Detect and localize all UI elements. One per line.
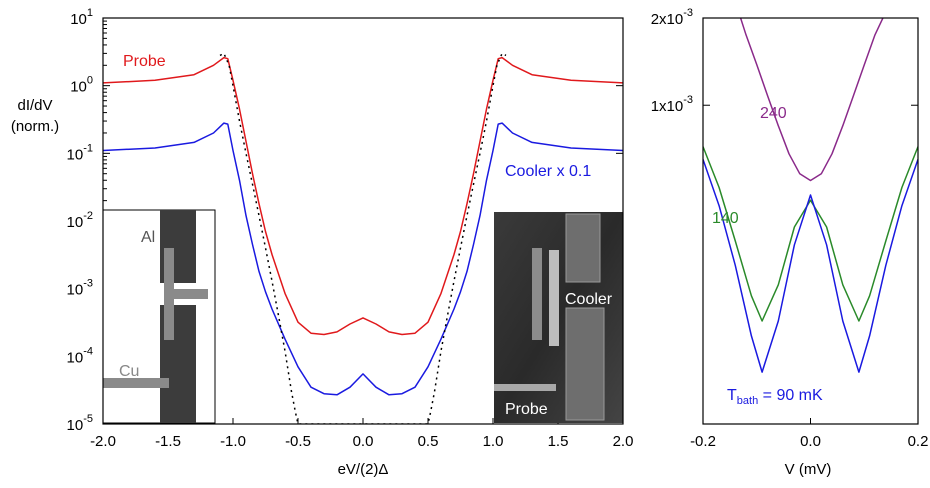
right-chart: -0.2 0.0 0.2 2x10-3 1x10-3 240 140 Tbath = 9…	[651, 7, 929, 478]
left-y-tick-label: 101	[70, 7, 93, 28]
left-x-tick-label: -1.0	[220, 433, 246, 450]
annotation-tbath: Tbath = 90 mK	[727, 387, 823, 407]
left-y-tick-label: 10-4	[67, 345, 93, 366]
left-y-tick-label: 100	[70, 75, 93, 96]
sem-label-probe: Probe	[505, 401, 548, 418]
sem-center-bar	[549, 250, 559, 346]
right-x-axis-label: V (mV)	[785, 461, 832, 478]
right-x-tick-label: 0.0	[800, 433, 821, 450]
left-x-tick-label: -2.0	[90, 433, 116, 450]
right-plot-frame	[702, 17, 919, 425]
annotation-240: 240	[760, 105, 787, 122]
right-series-line-1	[703, 146, 918, 322]
sem-probe-wire	[494, 384, 556, 391]
left-x-axis-label: eV/(2)Δ	[338, 461, 389, 478]
tbath-subscript: bath	[737, 395, 758, 407]
tbath-t: T	[727, 387, 737, 404]
left-x-tick-label: 1.5	[548, 433, 569, 450]
sem-label-cooler: Cooler	[565, 291, 613, 308]
left-inset-sem: Cooler Probe	[494, 212, 623, 423]
left-plot-frame	[102, 17, 624, 425]
right-series-line-2	[703, 159, 918, 373]
left-series-line-0	[103, 56, 623, 336]
left-series-line-1	[103, 122, 623, 396]
left-chart: -2.0 -1.5 -1.0 -0.5 0.0 0.5 1.0 1.5 2.0 101 100 10-…	[11, 7, 634, 478]
left-inset-schematic: Al Cu	[102, 209, 216, 424]
annotation-cooler: Cooler x 0.1	[505, 163, 591, 180]
right-y-tick-label: 2x10-3	[651, 7, 693, 28]
right-x-tick-label: 0.2	[908, 433, 929, 450]
inset-label-al: Al	[141, 229, 155, 246]
left-y-tick-label: 10-1	[67, 142, 93, 163]
right-series-line-0	[739, 18, 884, 182]
left-x-tick-label: 1.0	[483, 433, 504, 450]
left-y-tick-label: 10-2	[67, 210, 93, 231]
left-x-tick-label: 0.5	[418, 433, 439, 450]
left-series-line-2	[219, 52, 507, 424]
left-y-axis-label-line1: dI/dV	[17, 97, 52, 114]
annotation-140: 140	[712, 210, 739, 227]
left-x-tick-label: -0.5	[285, 433, 311, 450]
left-y-axis-label-line2: (norm.)	[11, 118, 59, 135]
left-x-tick-label: 2.0	[613, 433, 634, 450]
right-x-tick-label: -0.2	[690, 433, 716, 450]
inset-schematic-frame	[102, 209, 216, 424]
right-y-tick-label: 1x10-3	[651, 94, 693, 115]
left-series-group	[103, 52, 623, 424]
left-gridless-ticks: -2.0 -1.5 -1.0 -0.5 0.0 0.5 1.0 1.5 2.0 101 100 10-…	[67, 7, 634, 450]
tbath-value: = 90 mK	[758, 387, 823, 404]
right-ticks: -0.2 0.0 0.2 2x10-3 1x10-3	[651, 7, 929, 450]
left-y-tick-label: 10-5	[67, 413, 93, 434]
sem-cooler-lower	[565, 307, 605, 421]
left-x-tick-label: 0.0	[353, 433, 374, 450]
left-y-tick-label: 10-3	[67, 278, 93, 299]
right-series-group	[703, 18, 918, 373]
inset-cu-wire	[103, 378, 169, 388]
inset-al-crossbar	[164, 289, 208, 299]
left-x-tick-label: -1.5	[155, 433, 181, 450]
sem-cooler-upper	[565, 213, 601, 283]
sem-probe-bar	[532, 248, 542, 340]
inset-label-cu: Cu	[119, 363, 139, 380]
annotation-probe: Probe	[123, 53, 166, 70]
